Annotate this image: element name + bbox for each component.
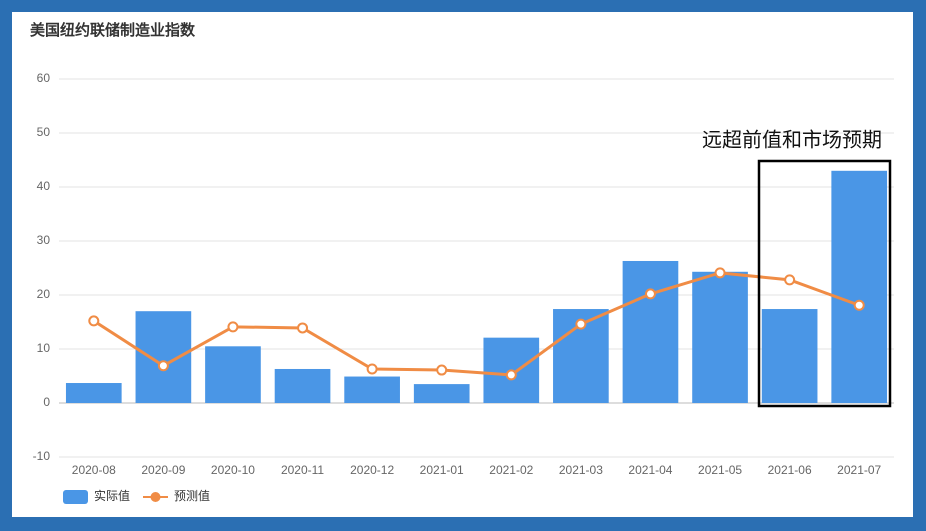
bar (761, 309, 818, 403)
point (157, 360, 169, 372)
point (714, 267, 726, 279)
point (784, 274, 796, 286)
annotation: 远超前值和市场预期 (702, 128, 882, 151)
bar (344, 376, 400, 403)
legend-swatch (150, 492, 161, 502)
y-tick-label: 50 (37, 125, 51, 139)
bar (274, 368, 331, 403)
x-tick-label: 2020-09 (141, 463, 185, 477)
point (366, 363, 378, 375)
bar (413, 384, 470, 403)
x-tick-label: 2020-11 (281, 463, 324, 477)
x-tick-label: 2021-02 (489, 463, 533, 477)
chart-frame (12, 12, 913, 517)
point (436, 364, 448, 376)
point (505, 369, 517, 381)
point (644, 288, 656, 300)
point (575, 318, 587, 330)
x-tick-label: 2020-12 (350, 463, 394, 477)
y-tick-label: 20 (37, 287, 51, 301)
bar (65, 383, 122, 403)
x-tick-label: 2021-03 (559, 463, 603, 477)
y-tick-label: 10 (37, 341, 51, 355)
point (297, 322, 309, 334)
legend-label: 实际值 (94, 488, 130, 503)
line (92, 271, 860, 377)
point (853, 299, 865, 311)
y-tick-label: 40 (37, 179, 51, 193)
legend-swatch (63, 490, 88, 504)
y-tick-label: 0 (43, 395, 50, 409)
bar (135, 311, 192, 403)
chart-title: 美国纽约联储制造业指数 (30, 21, 196, 39)
legend-label: 预测值 (174, 488, 210, 503)
x-tick-label: 2021-05 (698, 463, 742, 477)
x-tick-label: 2021-07 (837, 463, 881, 477)
x-tick-label: 2021-01 (420, 463, 464, 477)
point (88, 315, 100, 327)
x-tick-label: 2020-08 (72, 463, 116, 477)
point (227, 321, 239, 333)
bar (205, 346, 261, 403)
x-tick-label: 2021-04 (628, 463, 672, 477)
x-tick-label: 2021-06 (768, 463, 812, 477)
bar (622, 260, 679, 403)
y-tick-label: 30 (37, 233, 51, 247)
bar (831, 170, 888, 403)
annotation-box (757, 159, 892, 408)
y-tick-label: 60 (37, 71, 51, 85)
y-tick-label: -10 (33, 449, 51, 463)
x-tick-label: 2020-10 (211, 463, 255, 477)
bar (692, 271, 748, 403)
